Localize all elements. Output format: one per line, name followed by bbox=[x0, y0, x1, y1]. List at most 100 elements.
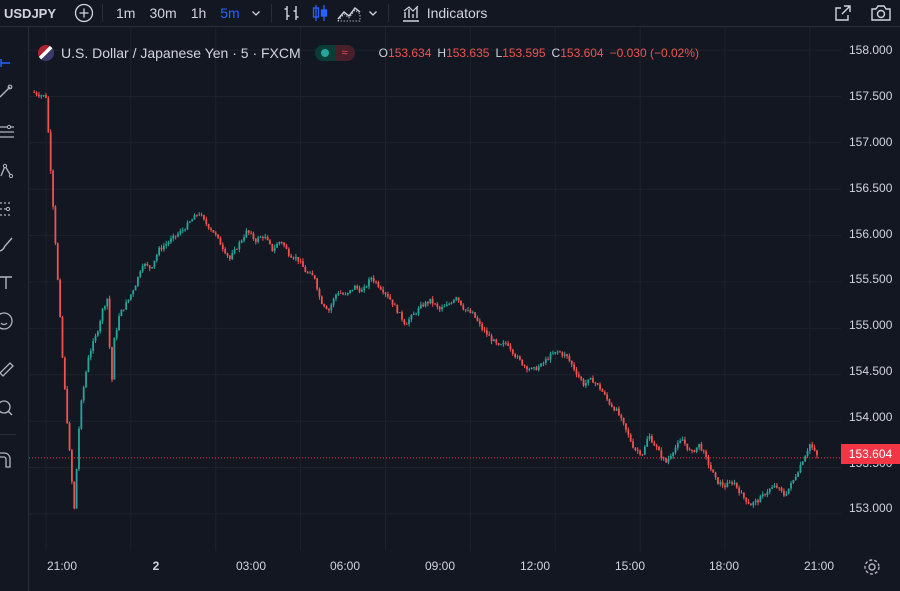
candle-body bbox=[582, 379, 585, 386]
candle-body bbox=[195, 214, 198, 216]
candle-body bbox=[518, 356, 521, 360]
candle-body bbox=[63, 357, 66, 389]
time-tick: 21:00 bbox=[46, 559, 78, 573]
candle-body bbox=[306, 272, 309, 273]
drawing-toolbar bbox=[0, 27, 29, 591]
crosshair-tool[interactable] bbox=[0, 45, 18, 67]
compare-button[interactable] bbox=[72, 0, 96, 26]
candle-body bbox=[148, 265, 151, 269]
price-chart[interactable] bbox=[29, 27, 841, 551]
interval-1h[interactable]: 1h bbox=[190, 5, 207, 21]
candle-body bbox=[735, 482, 738, 488]
fib-tool[interactable] bbox=[0, 121, 18, 143]
price-tick: 155.000 bbox=[849, 318, 893, 332]
candle-body bbox=[648, 436, 651, 440]
chart-settings-button[interactable] bbox=[862, 557, 882, 577]
candle-body bbox=[297, 257, 300, 262]
candle-body bbox=[497, 343, 500, 346]
time-tick: 18:00 bbox=[708, 559, 740, 573]
interval-1m[interactable]: 1m bbox=[116, 5, 136, 21]
candle-body bbox=[632, 441, 634, 448]
camera-icon bbox=[871, 5, 891, 21]
plus-circle-icon bbox=[74, 3, 94, 23]
chart-style-dropdown[interactable] bbox=[364, 0, 382, 26]
candle-body bbox=[75, 468, 78, 509]
candle-body bbox=[323, 304, 326, 307]
price-tick: 157.000 bbox=[849, 135, 893, 149]
candle-body bbox=[778, 487, 781, 489]
candle-body bbox=[490, 335, 493, 342]
candle-body bbox=[436, 304, 439, 307]
candle-body bbox=[186, 222, 189, 230]
candle-body bbox=[210, 228, 212, 231]
interval-dropdown[interactable] bbox=[247, 0, 265, 26]
pattern-tool[interactable] bbox=[0, 160, 18, 182]
candle-body bbox=[247, 230, 250, 233]
price-tick: 157.500 bbox=[849, 89, 893, 103]
candle-body bbox=[276, 243, 278, 248]
candle-body bbox=[85, 371, 87, 388]
magnet-tool[interactable] bbox=[0, 447, 18, 469]
candle-body bbox=[752, 502, 755, 506]
candle-body bbox=[526, 366, 528, 370]
share-button[interactable] bbox=[824, 0, 862, 26]
snapshot-button[interactable] bbox=[862, 0, 900, 26]
candle-body bbox=[620, 415, 623, 418]
candle-body bbox=[111, 347, 113, 380]
price-tick: 153.000 bbox=[849, 501, 893, 515]
forecast-tool[interactable] bbox=[0, 197, 18, 219]
bars-style-button[interactable] bbox=[278, 0, 306, 26]
smiley-icon bbox=[0, 312, 13, 330]
candle-body bbox=[365, 286, 368, 288]
candle-body bbox=[316, 278, 319, 290]
interval-5m[interactable]: 5m bbox=[220, 5, 240, 21]
candle-body bbox=[478, 320, 481, 324]
candle-body bbox=[226, 253, 229, 256]
candle-body bbox=[302, 261, 304, 268]
symbol-search[interactable]: USDJPY bbox=[4, 5, 57, 21]
trend-line-tool[interactable] bbox=[0, 79, 18, 101]
candle-body bbox=[528, 369, 531, 370]
candle-body bbox=[686, 443, 689, 450]
candle-body bbox=[742, 492, 745, 498]
interval-30m[interactable]: 30m bbox=[149, 5, 177, 21]
candle-body bbox=[695, 447, 698, 453]
market-status-pill[interactable]: ≈ bbox=[314, 45, 355, 61]
candle-body bbox=[601, 389, 604, 392]
zoom-tool[interactable] bbox=[0, 397, 18, 419]
candle-body bbox=[294, 257, 297, 259]
time-tick-day: 2 bbox=[152, 559, 160, 573]
candle-body bbox=[245, 230, 248, 238]
time-tick: 03:00 bbox=[235, 559, 267, 573]
brush-tool[interactable] bbox=[0, 233, 18, 255]
candle-body bbox=[542, 362, 545, 364]
candle-body bbox=[368, 279, 370, 287]
indicators-button[interactable]: Indicators bbox=[395, 0, 494, 26]
measure-tool[interactable] bbox=[0, 357, 18, 379]
candle-body bbox=[523, 365, 526, 367]
candle-body bbox=[346, 292, 349, 295]
area-style-button[interactable] bbox=[334, 0, 364, 26]
candle-body bbox=[431, 298, 434, 304]
candle-body bbox=[280, 242, 283, 243]
candle-body bbox=[816, 450, 818, 456]
candle-body bbox=[172, 235, 175, 239]
candle-body bbox=[547, 359, 550, 360]
price-tick: 154.500 bbox=[849, 364, 893, 378]
candle-body bbox=[273, 247, 276, 251]
time-tick: 12:00 bbox=[519, 559, 551, 573]
candle-body bbox=[759, 496, 762, 503]
candle-body bbox=[165, 243, 168, 246]
candle-body bbox=[483, 329, 486, 331]
candle-body bbox=[450, 302, 453, 304]
text-tool[interactable] bbox=[0, 271, 18, 293]
candle-body bbox=[254, 239, 257, 242]
candle-body bbox=[134, 285, 137, 291]
candle-body bbox=[153, 260, 156, 267]
candle-body bbox=[808, 444, 811, 451]
candles-style-button[interactable] bbox=[306, 0, 334, 26]
emoji-tool[interactable] bbox=[0, 310, 18, 332]
candle-body bbox=[59, 279, 62, 317]
candle-body bbox=[799, 464, 802, 473]
legend-title[interactable]: U.S. Dollar / Japanese Yen · 5 · FXCM bbox=[61, 45, 301, 61]
